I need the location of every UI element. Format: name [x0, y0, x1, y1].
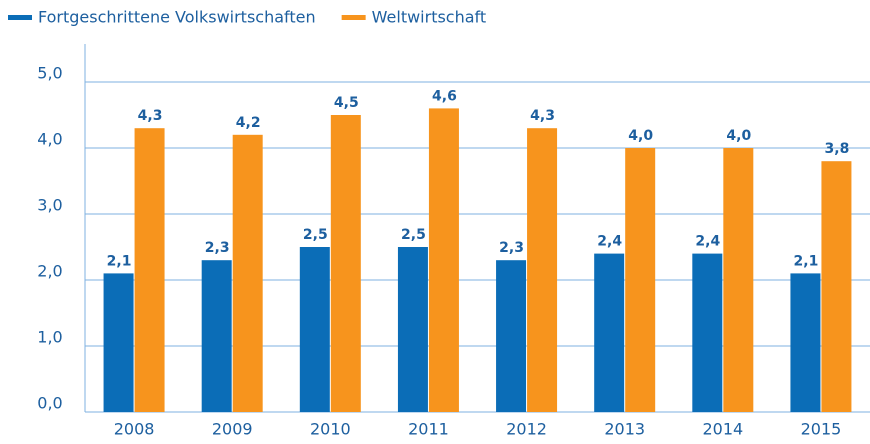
x-tick-label: 2014 — [702, 420, 743, 439]
bar — [103, 273, 134, 412]
legend-label: Weltwirtschaft — [372, 8, 487, 27]
x-tick-label: 2008 — [114, 420, 155, 439]
x-tick-label: 2009 — [212, 420, 253, 439]
x-tick-label: 2010 — [310, 420, 351, 439]
value-label: 2,1 — [107, 253, 132, 269]
bar — [428, 108, 459, 413]
y-tick-label: 2,0 — [37, 262, 62, 281]
bar — [330, 115, 361, 412]
value-label: 2,5 — [303, 227, 328, 243]
bar — [134, 128, 165, 412]
bar — [692, 253, 723, 412]
x-tick-label: 2013 — [604, 420, 645, 439]
value-label: 2,4 — [695, 234, 720, 250]
bar — [790, 273, 821, 412]
bar — [299, 247, 330, 412]
bar — [201, 260, 232, 412]
bar — [232, 134, 263, 413]
y-tick-label: 1,0 — [37, 328, 62, 347]
value-label: 2,5 — [401, 227, 426, 243]
value-label: 4,0 — [726, 128, 751, 144]
legend-swatch — [8, 15, 32, 20]
bar — [496, 260, 527, 412]
value-label: 2,4 — [597, 234, 622, 250]
bar — [527, 128, 558, 412]
value-label: 2,3 — [499, 240, 524, 256]
legend-label: Fortgeschrittene Volkswirtschaften — [38, 8, 316, 27]
bar — [594, 253, 625, 412]
bar — [397, 247, 428, 412]
y-tick-label: 4,0 — [37, 130, 62, 149]
value-label: 2,3 — [205, 240, 230, 256]
value-label: 4,2 — [236, 115, 261, 131]
x-tick-label: 2011 — [408, 420, 449, 439]
value-label: 4,0 — [628, 128, 653, 144]
legend-swatch — [341, 15, 366, 20]
bar — [625, 148, 656, 412]
value-label: 4,3 — [138, 108, 163, 124]
value-label: 4,6 — [432, 88, 457, 104]
x-tick-label: 2015 — [801, 420, 842, 439]
value-label: 4,3 — [530, 108, 555, 124]
x-tick-label: 2012 — [506, 420, 547, 439]
value-label: 2,1 — [794, 253, 819, 269]
y-tick-label: 5,0 — [37, 64, 62, 83]
bar — [821, 161, 852, 412]
value-label: 4,5 — [334, 95, 359, 111]
value-label: 3,8 — [825, 141, 850, 157]
y-tick-label: 3,0 — [37, 196, 62, 215]
bar — [723, 148, 754, 412]
y-tick-label: 0,0 — [37, 394, 62, 413]
